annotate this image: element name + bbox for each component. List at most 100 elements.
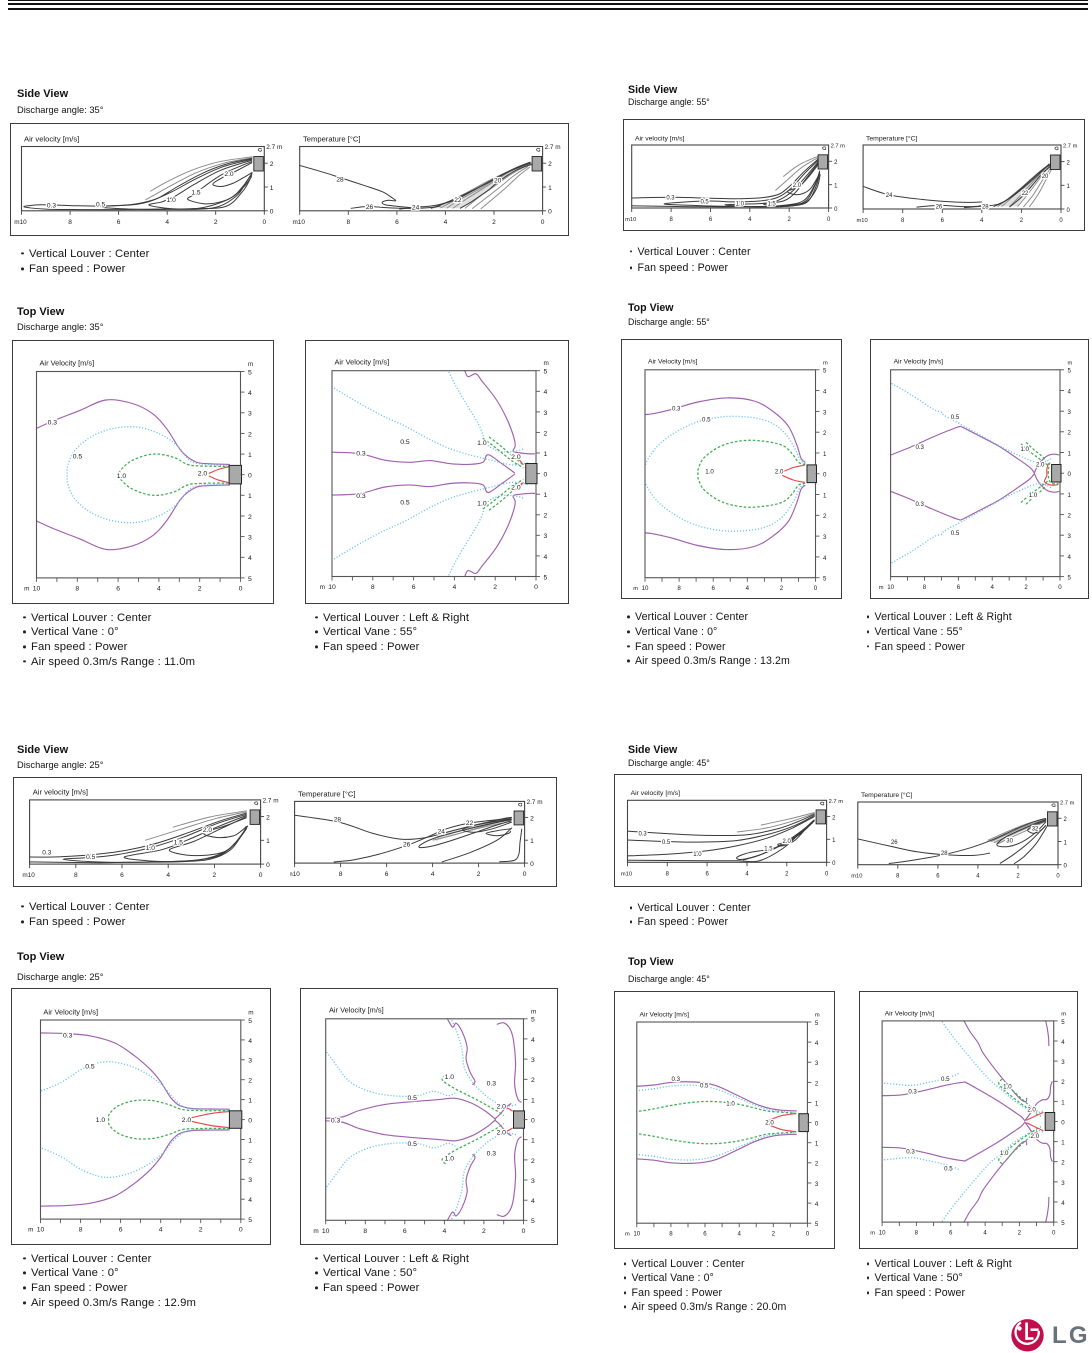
svg-text:6: 6	[395, 218, 399, 225]
svg-text:22: 22	[466, 820, 474, 827]
svg-text:0.5: 0.5	[400, 499, 410, 506]
svg-text:2: 2	[1025, 584, 1029, 591]
svg-text:2: 2	[834, 160, 837, 166]
svg-text:0: 0	[523, 871, 527, 878]
svg-text:2: 2	[248, 1077, 252, 1084]
svg-text:6: 6	[706, 871, 710, 877]
svg-text:2.7 m: 2.7 m	[831, 143, 846, 149]
svg-text:3: 3	[1068, 533, 1072, 540]
svg-text:1: 1	[1064, 840, 1068, 846]
svg-text:0: 0	[248, 472, 252, 479]
svg-text:0: 0	[1052, 1229, 1056, 1236]
svg-text:28: 28	[336, 176, 344, 183]
svg-text:8: 8	[915, 1229, 919, 1236]
svg-text:0.3: 0.3	[639, 831, 648, 837]
svg-text:1.0: 1.0	[445, 1155, 455, 1162]
svg-text:0: 0	[266, 862, 270, 869]
svg-text:0: 0	[814, 1120, 818, 1127]
svg-text:1: 1	[543, 492, 547, 499]
svg-text:2.0: 2.0	[197, 470, 207, 477]
svg-text:0: 0	[1059, 584, 1063, 591]
svg-text:2: 2	[531, 1157, 535, 1164]
svg-text:1.0: 1.0	[445, 1073, 455, 1080]
svg-text:2: 2	[543, 430, 547, 437]
svg-text:24: 24	[412, 204, 420, 211]
svg-text:2.0: 2.0	[1031, 1132, 1040, 1139]
svg-text:6: 6	[949, 1229, 953, 1236]
svg-text:2.0: 2.0	[1036, 461, 1045, 468]
svg-text:2: 2	[832, 815, 835, 821]
svg-text:1.0: 1.0	[1003, 1083, 1012, 1090]
svg-text:1: 1	[1067, 184, 1071, 190]
svg-text:1.5: 1.5	[767, 201, 776, 207]
svg-text:0: 0	[834, 206, 838, 212]
svg-text:1.5: 1.5	[765, 846, 774, 852]
svg-text:1: 1	[248, 1137, 252, 1144]
svg-text:Air Velocity [m/s]: Air Velocity [m/s]	[334, 357, 389, 366]
svg-text:22: 22	[454, 197, 462, 204]
svg-text:4: 4	[746, 871, 750, 877]
svg-text:8: 8	[74, 872, 78, 879]
svg-text:2: 2	[548, 161, 552, 168]
svg-text:LG: LG	[1052, 1322, 1090, 1349]
svg-text:30: 30	[1006, 838, 1013, 844]
svg-text:2: 2	[493, 584, 497, 591]
svg-text:2: 2	[1061, 1079, 1065, 1086]
svg-text:2: 2	[543, 512, 547, 519]
svg-text:2: 2	[213, 872, 217, 879]
svg-text:1: 1	[832, 838, 836, 844]
svg-text:1: 1	[814, 1140, 818, 1147]
svg-text:0.5: 0.5	[407, 1140, 417, 1147]
svg-text:m: m	[879, 585, 884, 591]
svg-text:m: m	[625, 1231, 630, 1237]
svg-text:1: 1	[531, 1097, 535, 1104]
svg-text:28: 28	[982, 204, 989, 210]
svg-text:5: 5	[1061, 1220, 1065, 1227]
svg-text:3: 3	[248, 1057, 252, 1064]
svg-text:8: 8	[677, 585, 681, 592]
svg-text:m: m	[1068, 360, 1073, 366]
svg-text:m10: m10	[625, 217, 636, 223]
svg-text:m10: m10	[290, 871, 300, 878]
svg-text:0.5: 0.5	[941, 1075, 950, 1082]
svg-text:m: m	[871, 1230, 876, 1236]
svg-text:0.3: 0.3	[916, 501, 925, 508]
svg-text:5: 5	[1061, 1018, 1065, 1025]
svg-text:3: 3	[1061, 1179, 1065, 1186]
svg-text:4: 4	[531, 1198, 535, 1205]
svg-text:2: 2	[1020, 218, 1023, 224]
svg-text:0: 0	[1056, 874, 1060, 880]
svg-text:2.0: 2.0	[224, 171, 233, 178]
svg-text:Air Velocity [m/s]: Air Velocity [m/s]	[43, 1007, 98, 1016]
svg-text:0: 0	[827, 217, 831, 223]
svg-text:10: 10	[36, 1226, 44, 1233]
svg-text:5: 5	[543, 368, 547, 375]
svg-text:8: 8	[339, 871, 343, 878]
svg-text:6: 6	[411, 584, 415, 591]
svg-text:2.7 m: 2.7 m	[263, 798, 279, 805]
svg-text:0.3: 0.3	[907, 1148, 916, 1155]
svg-text:1.0: 1.0	[1000, 1149, 1009, 1156]
svg-text:5: 5	[248, 1217, 252, 1224]
svg-text:0.3: 0.3	[487, 1080, 497, 1087]
svg-text:3: 3	[543, 409, 547, 416]
svg-text:1: 1	[548, 184, 552, 191]
svg-text:m10: m10	[851, 874, 862, 880]
svg-text:2: 2	[270, 161, 274, 168]
svg-text:0: 0	[541, 218, 545, 225]
svg-text:0: 0	[1061, 1119, 1065, 1126]
svg-text:6: 6	[709, 217, 713, 223]
svg-text:2: 2	[530, 816, 534, 823]
svg-text:4: 4	[248, 555, 252, 562]
svg-text:6: 6	[117, 218, 121, 225]
svg-text:8: 8	[75, 585, 79, 592]
svg-text:1: 1	[1061, 1139, 1065, 1146]
svg-text:m: m	[24, 585, 29, 592]
svg-text:0.3: 0.3	[356, 450, 366, 457]
svg-text:0.3: 0.3	[43, 850, 52, 857]
svg-text:10: 10	[633, 1230, 640, 1237]
svg-text:0.3: 0.3	[909, 1088, 918, 1095]
svg-text:0: 0	[262, 218, 266, 225]
svg-text:0: 0	[239, 1226, 243, 1233]
svg-text:8: 8	[370, 584, 374, 591]
